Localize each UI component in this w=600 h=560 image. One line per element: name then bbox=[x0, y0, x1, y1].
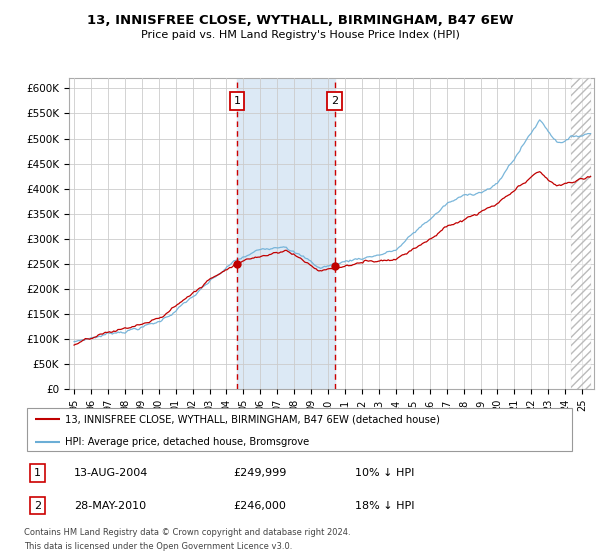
Text: This data is licensed under the Open Government Licence v3.0.: This data is licensed under the Open Gov… bbox=[24, 542, 292, 550]
Bar bbox=[237, 78, 335, 389]
Text: Price paid vs. HM Land Registry's House Price Index (HPI): Price paid vs. HM Land Registry's House … bbox=[140, 30, 460, 40]
Text: Contains HM Land Registry data © Crown copyright and database right 2024.: Contains HM Land Registry data © Crown c… bbox=[24, 528, 350, 537]
Text: 2: 2 bbox=[331, 96, 338, 106]
Text: £249,999: £249,999 bbox=[234, 468, 287, 478]
FancyBboxPatch shape bbox=[27, 408, 572, 451]
Text: 13, INNISFREE CLOSE, WYTHALL, BIRMINGHAM, B47 6EW: 13, INNISFREE CLOSE, WYTHALL, BIRMINGHAM… bbox=[86, 14, 514, 27]
Text: 1: 1 bbox=[34, 468, 41, 478]
Text: 1: 1 bbox=[233, 96, 241, 106]
Text: HPI: Average price, detached house, Bromsgrove: HPI: Average price, detached house, Brom… bbox=[65, 437, 310, 447]
Text: £246,000: £246,000 bbox=[234, 501, 287, 511]
Text: 18% ↓ HPI: 18% ↓ HPI bbox=[355, 501, 415, 511]
Text: 2: 2 bbox=[34, 501, 41, 511]
Text: 13-AUG-2004: 13-AUG-2004 bbox=[74, 468, 148, 478]
Text: 10% ↓ HPI: 10% ↓ HPI bbox=[355, 468, 415, 478]
Text: 28-MAY-2010: 28-MAY-2010 bbox=[74, 501, 146, 511]
Text: 13, INNISFREE CLOSE, WYTHALL, BIRMINGHAM, B47 6EW (detached house): 13, INNISFREE CLOSE, WYTHALL, BIRMINGHAM… bbox=[65, 414, 440, 424]
